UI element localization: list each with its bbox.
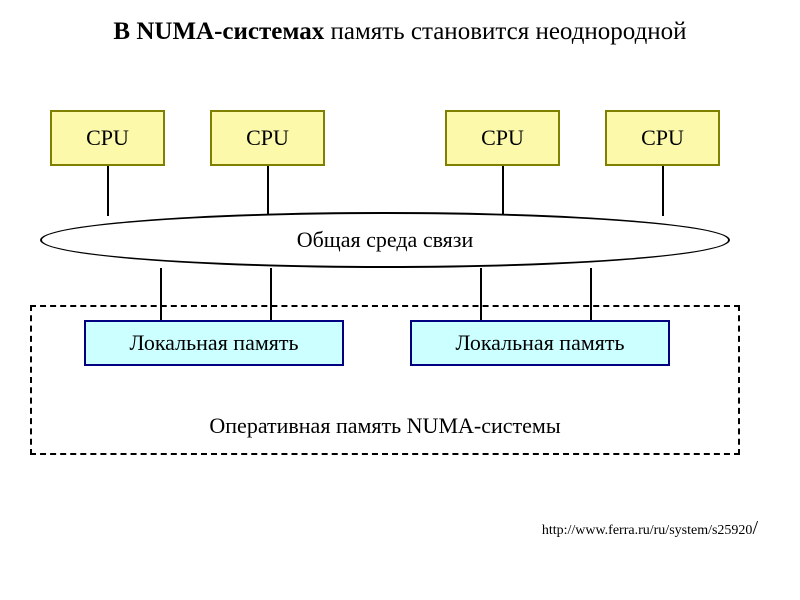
url-text: http://www.ferra.ru/ru/system/s25920 <box>542 523 753 538</box>
connector-top-3 <box>662 166 664 216</box>
connector-bottom-1 <box>270 268 272 320</box>
title-bold: В NUMA-системах <box>113 18 324 45</box>
memory-box-1: Локальная память <box>410 320 670 366</box>
cpu-box-2: CPU <box>445 110 560 166</box>
cpu-label: CPU <box>481 125 524 151</box>
numa-diagram: CPU CPU CPU CPU Общая среда связи Операт… <box>30 110 770 470</box>
slide-title: В NUMA-системах память становится неодно… <box>0 16 800 47</box>
connector-bottom-3 <box>590 268 592 320</box>
url-slash: / <box>752 517 758 539</box>
connector-top-0 <box>107 166 109 216</box>
connector-top-2 <box>502 166 504 216</box>
slide: В NUMA-системах память становится неодно… <box>0 0 800 600</box>
cpu-box-0: CPU <box>50 110 165 166</box>
cpu-label: CPU <box>246 125 289 151</box>
cpu-box-3: CPU <box>605 110 720 166</box>
connector-bottom-0 <box>160 268 162 320</box>
cpu-label: CPU <box>641 125 684 151</box>
bus-label: Общая среда связи <box>297 227 474 253</box>
source-url: http://www.ferra.ru/ru/system/s25920/ <box>542 517 758 540</box>
memory-label: Локальная память <box>455 330 624 356</box>
cpu-label: CPU <box>86 125 129 151</box>
memory-box-0: Локальная память <box>84 320 344 366</box>
cpu-box-1: CPU <box>210 110 325 166</box>
bus-ellipse: Общая среда связи <box>40 212 730 268</box>
connector-top-1 <box>267 166 269 216</box>
connector-bottom-2 <box>480 268 482 320</box>
memory-label: Локальная память <box>129 330 298 356</box>
memory-container-label: Оперативная память NUMA-системы <box>32 413 738 439</box>
title-rest: память становится неоднородной <box>324 18 686 45</box>
